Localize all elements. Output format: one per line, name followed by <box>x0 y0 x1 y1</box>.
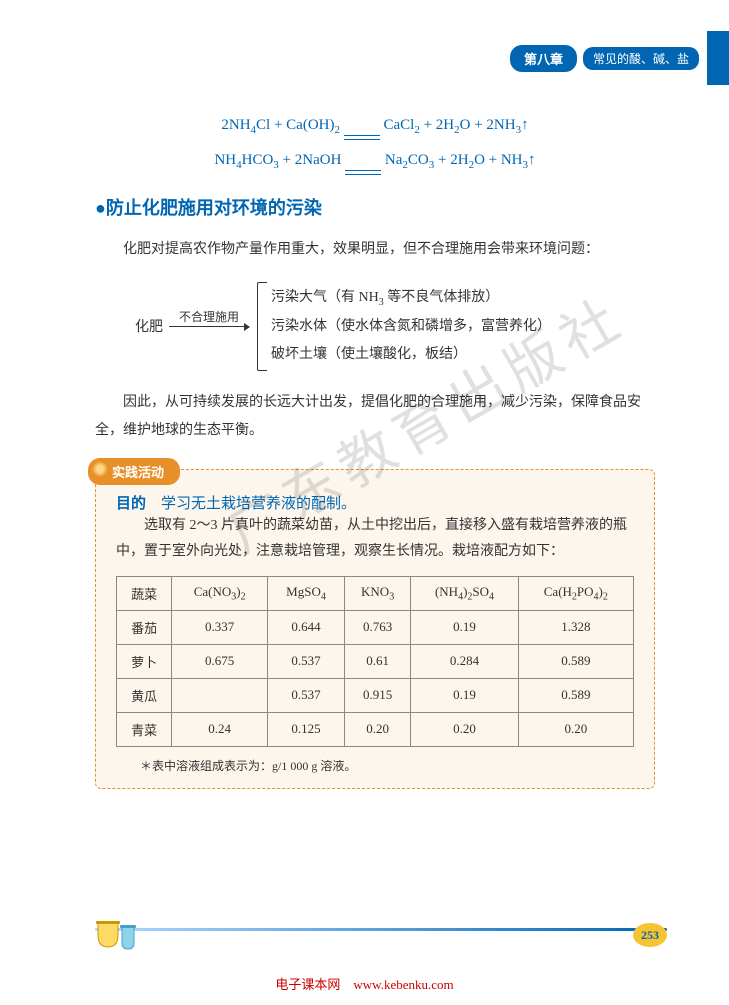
table-cell: 0.915 <box>344 678 410 712</box>
table-cell: 0.675 <box>172 644 268 678</box>
diagram-arrow-label: 不合理施用 <box>169 308 249 325</box>
nutrient-solution-table: 蔬菜 Ca(NO3)2 MgSO4 KNO3 (NH4)2SO4 Ca(H2PO… <box>116 576 634 747</box>
table-header: (NH4)2SO4 <box>411 576 518 610</box>
activity-panel: 实践活动 目的 学习无土栽培营养液的配制。 选取有 2～3 片真叶的蔬菜幼苗，从… <box>95 469 655 789</box>
table-cell: 0.537 <box>268 678 345 712</box>
beaker-icon <box>92 915 136 951</box>
table-cell: 萝卜 <box>117 644 172 678</box>
table-header: Ca(H2PO4)2 <box>518 576 633 610</box>
main-content: 2NH4Cl + Ca(OH)2 CaCl2 + 2H2O + 2NH3↑ NH… <box>95 110 655 789</box>
fertilizer-diagram: 化肥 不合理施用 污染大气（有 NH3 等不良气体排放） 污染水体（使水体含氮和… <box>135 282 655 371</box>
table-cell: 0.19 <box>411 610 518 644</box>
table-cell: 番茄 <box>117 610 172 644</box>
table-cell: 0.125 <box>268 712 345 746</box>
table-row: 萝卜0.6750.5370.610.2840.589 <box>117 644 634 678</box>
table-cell: 0.20 <box>518 712 633 746</box>
footer-divider <box>95 928 667 931</box>
table-cell: 0.284 <box>411 644 518 678</box>
diagram-item: 污染大气（有 NH3 等不良气体排放） <box>271 284 551 313</box>
table-row: 青菜0.240.1250.200.200.20 <box>117 712 634 746</box>
table-header: KNO3 <box>344 576 410 610</box>
table-cell: 黄瓜 <box>117 678 172 712</box>
footer-label: 电子课本网 <box>275 977 340 992</box>
table-cell: 0.537 <box>268 644 345 678</box>
section-heading: ●防止化肥施用对环境的污染 <box>95 194 655 220</box>
table-cell: 0.20 <box>344 712 410 746</box>
purpose-label: 目的 <box>116 496 146 512</box>
table-cell: 1.328 <box>518 610 633 644</box>
table-row: 黄瓜 0.5370.9150.190.589 <box>117 678 634 712</box>
page-number-badge: 253 <box>633 923 667 947</box>
table-footnote: ＊表中溶液组成表示为：g/1 000 g 溶液。 <box>116 757 634 774</box>
purpose-text: 学习无土栽培营养液的配制。 <box>161 496 356 512</box>
diagram-item: 污染水体（使水体含氮和磷增多，富营养化） <box>271 313 551 341</box>
footer-url: www.kebenku.com <box>353 977 453 992</box>
table-header: MgSO4 <box>268 576 345 610</box>
activity-description: 选取有 2～3 片真叶的蔬菜幼苗，从土中挖出后，直接移入盛有栽培营养液的瓶中，置… <box>116 513 634 566</box>
page-header: 第八章 常见的酸、碱、盐 <box>510 40 729 76</box>
diagram-subject: 化肥 <box>135 316 163 336</box>
bracket-icon <box>257 282 267 371</box>
table-header: Ca(NO3)2 <box>172 576 268 610</box>
chemical-equation-1: 2NH4Cl + Ca(OH)2 CaCl2 + 2H2O + 2NH3↑ <box>95 110 655 141</box>
table-cell: 0.20 <box>411 712 518 746</box>
table-cell: 0.763 <box>344 610 410 644</box>
conclusion-paragraph: 因此，从可持续发展的长远大计出发，提倡化肥的合理施用，减少污染，保障食品安全，维… <box>95 389 655 445</box>
diagram-item: 破坏土壤（使土壤酸化，板结） <box>271 341 551 369</box>
chapter-number-badge: 第八章 <box>510 45 577 72</box>
table-row: 番茄0.3370.6440.7630.191.328 <box>117 610 634 644</box>
header-accent-bar <box>707 31 729 85</box>
table-cell: 0.19 <box>411 678 518 712</box>
table-cell: 0.24 <box>172 712 268 746</box>
table-cell <box>172 678 268 712</box>
diagram-items: 污染大气（有 NH3 等不良气体排放） 污染水体（使水体含氮和磷增多，富营养化）… <box>267 282 555 371</box>
table-cell: 青菜 <box>117 712 172 746</box>
chemical-equation-2: NH4HCO3 + 2NaOH Na2CO3 + 2H2O + NH3↑ <box>95 145 655 176</box>
table-header: 蔬菜 <box>117 576 172 610</box>
activity-badge: 实践活动 <box>88 458 180 485</box>
table-cell: 0.61 <box>344 644 410 678</box>
table-cell: 0.589 <box>518 644 633 678</box>
table-header-row: 蔬菜 Ca(NO3)2 MgSO4 KNO3 (NH4)2SO4 Ca(H2PO… <box>117 576 634 610</box>
diagram-arrow: 不合理施用 <box>169 326 249 327</box>
table-cell: 0.644 <box>268 610 345 644</box>
intro-paragraph: 化肥对提高农作物产量作用重大，效果明显，但不合理施用会带来环境问题： <box>95 236 655 264</box>
diagram-bracket: 污染大气（有 NH3 等不良气体排放） 污染水体（使水体含氮和磷增多，富营养化）… <box>257 282 555 371</box>
table-cell: 0.589 <box>518 678 633 712</box>
footer-source: 电子课本网 www.kebenku.com <box>0 974 729 993</box>
table-cell: 0.337 <box>172 610 268 644</box>
chapter-title-pill: 常见的酸、碱、盐 <box>583 47 699 70</box>
activity-purpose: 目的 学习无土栽培营养液的配制。 <box>116 492 634 513</box>
